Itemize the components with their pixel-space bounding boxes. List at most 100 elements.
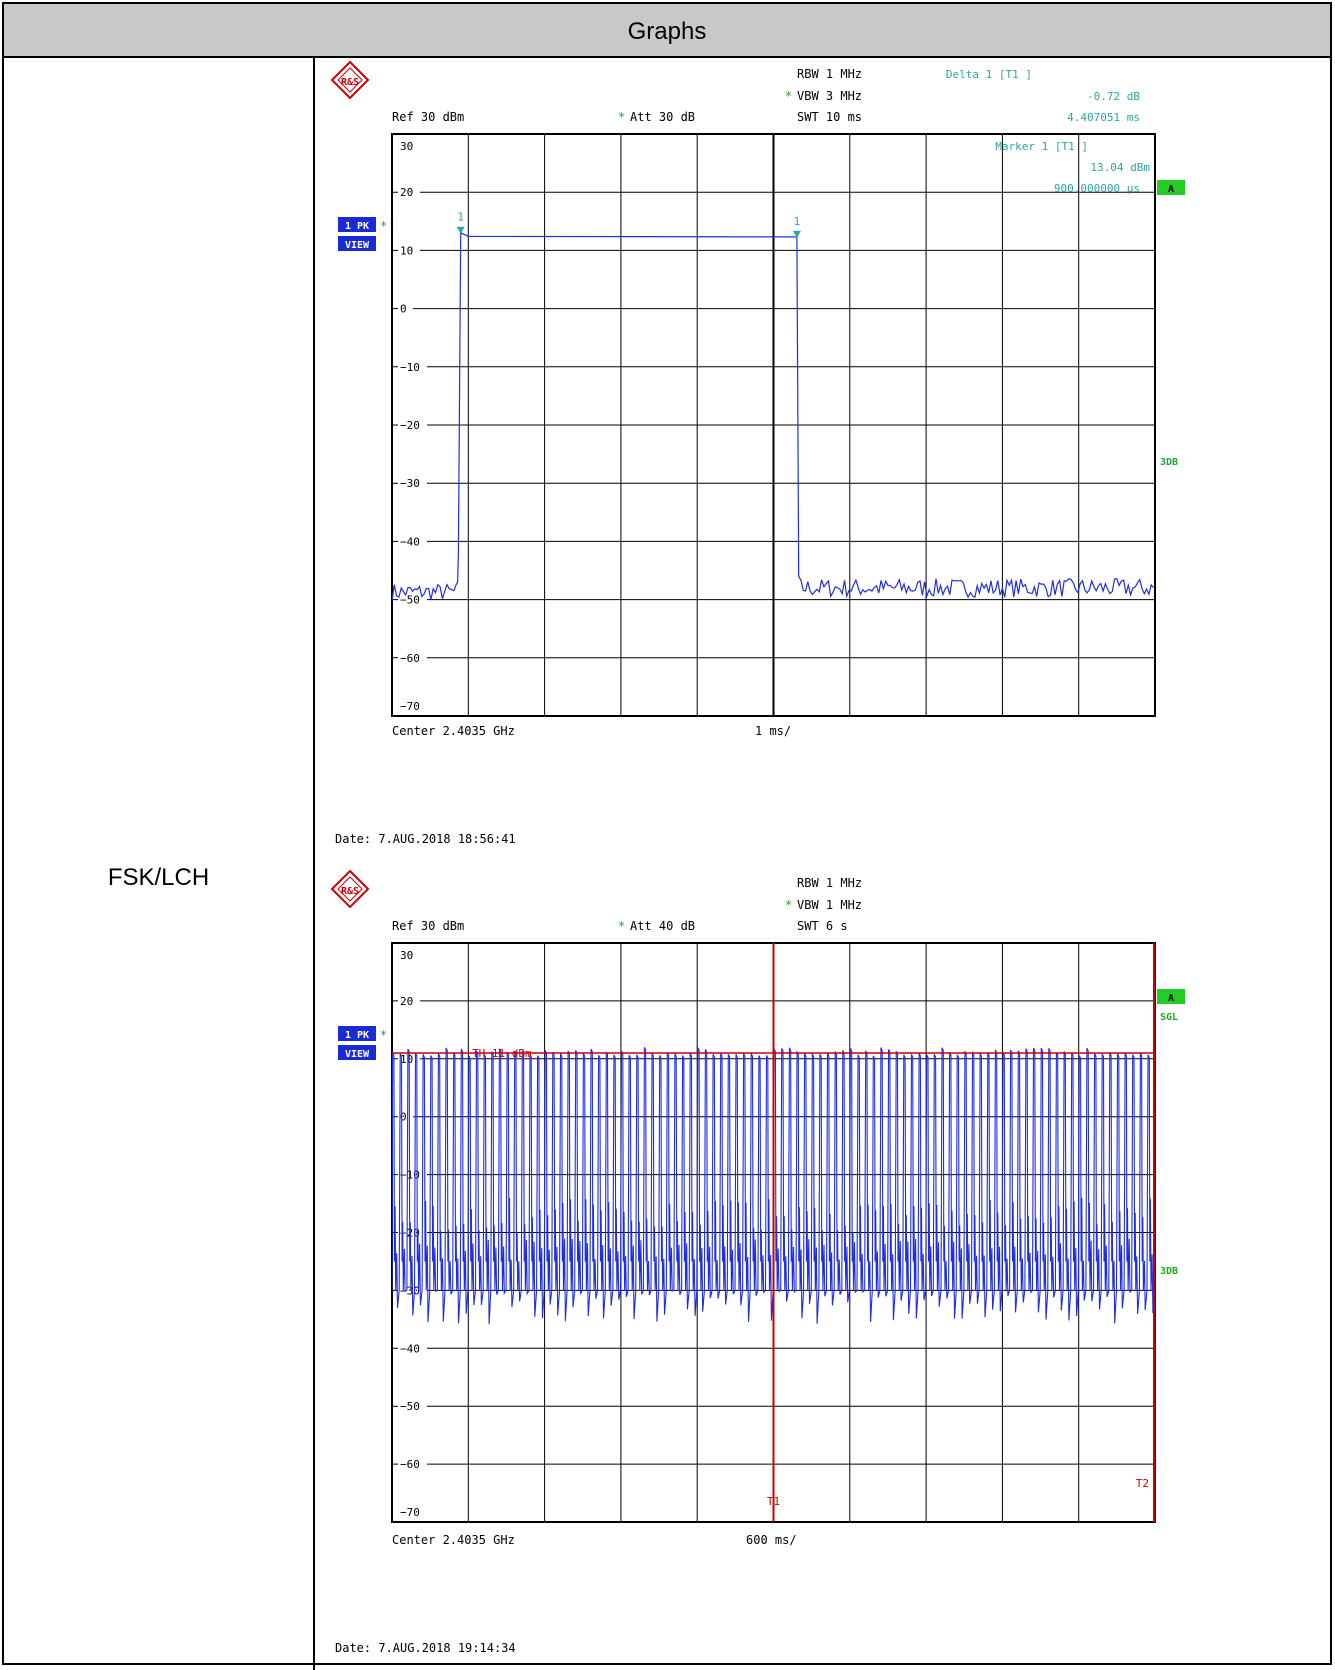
date-label: Date: 7.AUG.2018 19:14:34 [335, 1641, 516, 1655]
y-tick-bg [398, 593, 427, 606]
marker-value: 13.04 dBm [1090, 161, 1150, 174]
time-line-t1-label: T1 [767, 1495, 780, 1508]
marker-number-label: 1 [457, 211, 464, 224]
view-badge [338, 236, 376, 251]
marker-number-label: 1 [794, 215, 801, 228]
y-tick-bg [398, 651, 427, 664]
y-tick-label: −50 [400, 594, 420, 607]
y-tick-label: −10 [400, 361, 420, 374]
view-badge [338, 1045, 376, 1060]
rbw-label: RBW 1 MHz [797, 67, 862, 81]
y-tick-label: −30 [400, 477, 420, 490]
time-line-t2-label: T2 [1136, 1477, 1149, 1490]
ref-label: Ref 30 dBm [392, 919, 464, 933]
y-tick-label: 0 [400, 303, 407, 316]
swt-label: SWT 6 s [797, 919, 848, 933]
sgl-label: SGL [1160, 1012, 1178, 1023]
y-tick-label: 10 [400, 244, 413, 257]
vbw-label: VBW 1 MHz [797, 898, 862, 912]
center-freq-label: Center 2.4035 GHz [392, 724, 515, 738]
chart-2: R&S RBW 1 MHz VBW 1 MHz * SWT 6 s Ref 30 dBm A… [330, 869, 1185, 1655]
marker-time: 900.000000 µs [1054, 182, 1140, 195]
vbw-star: * [785, 898, 792, 912]
marker-triangle [456, 226, 465, 234]
y-tick-bg [398, 477, 427, 490]
rs-logo-diamond [330, 869, 370, 909]
y-tick-label: 30 [400, 949, 413, 962]
y-tick-label: 0 [400, 1111, 407, 1124]
y-tick-label: −40 [400, 1342, 420, 1355]
a-badge-label: A [1168, 993, 1174, 1004]
view-badge-label: VIEW [345, 1049, 370, 1060]
a-badge [1157, 180, 1185, 195]
db3-label: 3DB [1160, 1266, 1178, 1277]
table-header-title: Graphs [627, 18, 707, 45]
y-tick-label: 20 [400, 186, 413, 199]
att-label: Att 40 dB [630, 919, 695, 933]
a-badge [1157, 989, 1185, 1004]
date-label: Date: 7.AUG.2018 18:56:41 [335, 832, 516, 846]
chart-1: R&S RBW 1 MHz VBW 3 MHz * SWT 10 ms Ref 30 dB… [330, 60, 1185, 846]
center-freq-label: Center 2.4035 GHz [392, 1533, 515, 1547]
y-tick-label: −70 [400, 700, 420, 713]
rs-logo-diamond [330, 60, 370, 100]
y-tick-bg [398, 302, 413, 315]
rs-logo-icon: R&S [330, 869, 370, 909]
vbw-label: VBW 3 MHz [797, 89, 862, 103]
att-star: * [618, 919, 625, 933]
y-tick-bg [398, 1400, 427, 1413]
trace-line [392, 231, 1154, 601]
span-label: 600 ms/ [746, 1533, 797, 1547]
trace-star: * [380, 1028, 387, 1042]
swt-label: SWT 10 ms [797, 110, 862, 124]
delta-title: Delta 1 [T1 ] [946, 68, 1032, 81]
span-label: 1 ms/ [755, 724, 791, 738]
rs-logo-text: R&S [341, 886, 359, 897]
marker-title: Marker 1 [T1 ] [995, 140, 1088, 153]
y-tick-bg [398, 186, 420, 199]
trace-star: * [380, 219, 387, 233]
y-tick-label: −60 [400, 652, 420, 665]
db3-label: 3DB [1160, 457, 1178, 468]
att-star: * [618, 110, 625, 124]
y-tick-bg [398, 244, 420, 257]
y-tick-bg [398, 1226, 427, 1239]
trace-badge-label: 1 PK [345, 221, 369, 232]
att-label: Att 30 dB [630, 110, 695, 124]
rbw-label: RBW 1 MHz [797, 876, 862, 890]
trace-badge [338, 217, 376, 232]
y-tick-bg [398, 360, 427, 373]
delta-value: -0.72 dB [1087, 90, 1140, 103]
y-tick-bg [398, 419, 427, 431]
rs-logo-text: R&S [341, 77, 359, 88]
vbw-star: * [785, 89, 792, 103]
y-tick-label: −60 [400, 1458, 420, 1471]
y-tick-label: −50 [400, 1400, 420, 1413]
column-divider [313, 58, 315, 1670]
marker-triangle [792, 230, 801, 238]
y-tick-bg [398, 1168, 427, 1181]
view-badge-label: VIEW [345, 240, 370, 251]
y-tick-label: −20 [400, 419, 420, 432]
y-tick-bg [398, 994, 420, 1007]
rs-logo-icon: R&S [330, 60, 370, 100]
trace-badge [338, 1026, 376, 1041]
threshold-label: TH 11 dBm [472, 1047, 532, 1060]
y-tick-label: 10 [400, 1053, 413, 1066]
table-header: Graphs [4, 4, 1330, 58]
trace-badge-label: 1 PK [345, 1030, 369, 1041]
a-badge-label: A [1168, 184, 1174, 195]
y-tick-bg [398, 1342, 427, 1355]
y-tick-label: −40 [400, 535, 420, 548]
y-tick-label: 20 [400, 995, 413, 1008]
rs-logo-inner [337, 876, 363, 902]
y-tick-bg [398, 1458, 427, 1471]
ref-label: Ref 30 dBm [392, 110, 464, 124]
y-tick-bg [398, 535, 427, 548]
delta-time: 4.407051 ms [1067, 111, 1140, 124]
y-tick-label: 30 [400, 140, 413, 153]
row-label: FSK/LCH [107, 864, 210, 891]
rs-logo-inner [337, 67, 363, 93]
